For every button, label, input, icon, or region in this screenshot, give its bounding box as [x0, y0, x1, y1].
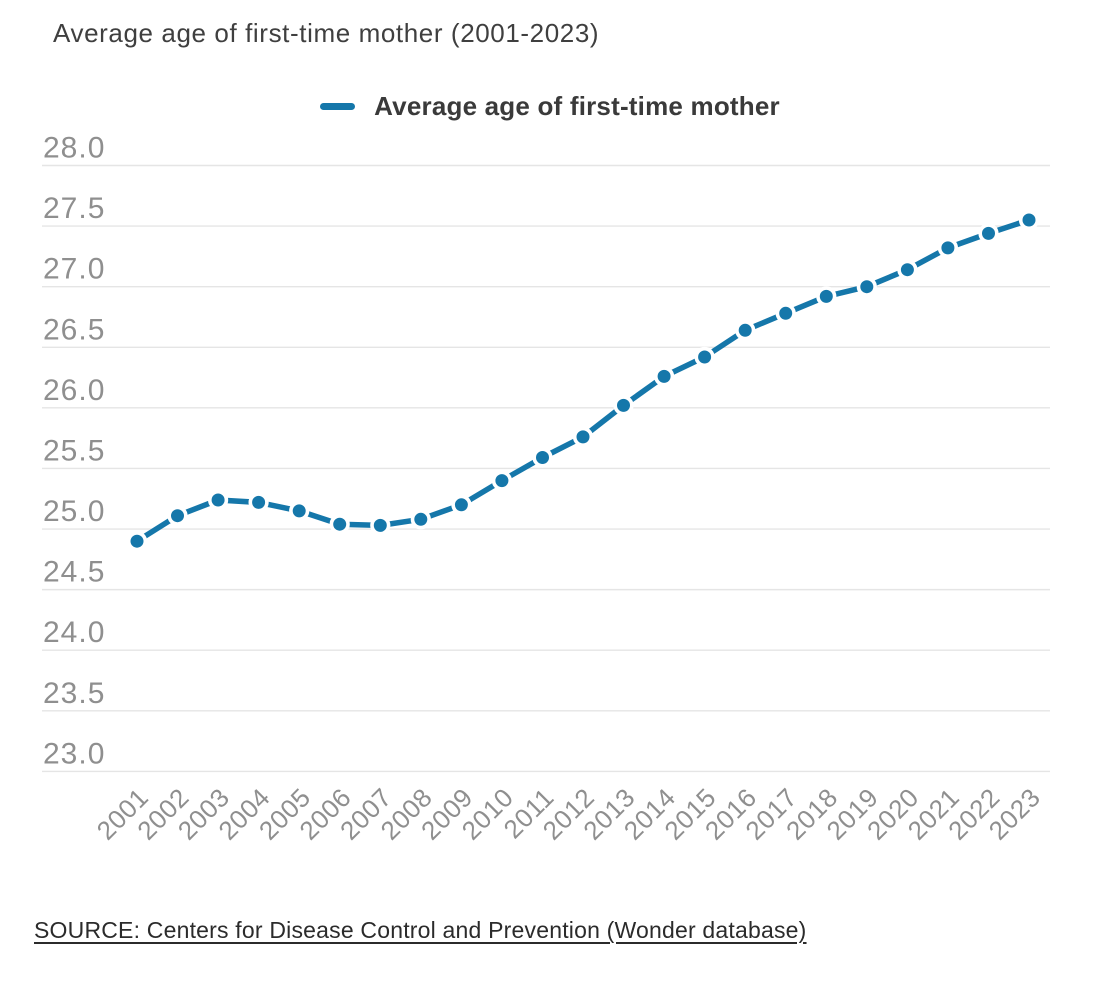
data-point-2018[interactable]: [816, 286, 837, 307]
data-point-2017[interactable]: [775, 303, 796, 324]
y-tick-label-23.5: 23.5: [43, 677, 105, 710]
y-tick-label-25.0: 25.0: [43, 495, 105, 528]
y-axis-tick-labels: 28.0 27.5 27.0 26.5 26.0 25.5 25.0 24.5 24.0 23.5…: [43, 132, 105, 771]
y-tick-label-27.0: 27.0: [43, 253, 105, 286]
legend-item-average-age[interactable]: Average age of first-time mother: [320, 91, 780, 122]
legend-item-label: Average age of first-time mother: [374, 91, 780, 121]
series-markers: [126, 209, 1040, 552]
x-axis-tick-labels: 2001200220032004200520062007200820092010…: [91, 782, 1047, 846]
data-point-2003[interactable]: [208, 489, 229, 511]
data-point-2014[interactable]: [653, 366, 675, 387]
chart-title: Average age of first-time mother (2001-2…: [53, 18, 600, 48]
data-point-2023[interactable]: [1018, 209, 1040, 231]
data-point-2011[interactable]: [532, 447, 553, 468]
series-line: [134, 217, 1032, 544]
y-tick-label-24.5: 24.5: [43, 556, 105, 589]
data-point-2013[interactable]: [613, 395, 634, 416]
data-point-2006[interactable]: [329, 514, 350, 535]
data-point-2010[interactable]: [491, 470, 513, 491]
y-tick-label-24.0: 24.0: [43, 616, 105, 649]
y-tick-label-28.0: 28.0: [43, 132, 105, 165]
source-link[interactable]: SOURCE: Centers for Disease Control and …: [34, 917, 807, 943]
y-tick-label-26.0: 26.0: [43, 374, 105, 407]
y-tick-label-23.0: 23.0: [43, 737, 105, 770]
data-point-2007[interactable]: [370, 515, 391, 536]
legend: Average age of first-time mother: [0, 91, 1100, 122]
data-point-2001[interactable]: [126, 531, 148, 552]
data-point-2012[interactable]: [572, 426, 594, 448]
data-point-2004[interactable]: [248, 492, 269, 513]
data-point-2016[interactable]: [735, 320, 756, 341]
y-tick-label-26.5: 26.5: [43, 313, 105, 346]
data-point-2021[interactable]: [937, 237, 959, 258]
y-tick-label-27.5: 27.5: [43, 192, 105, 225]
data-point-2022[interactable]: [978, 223, 999, 244]
y-tick-label-25.5: 25.5: [43, 434, 105, 467]
data-point-2019[interactable]: [856, 276, 877, 297]
data-point-2002[interactable]: [167, 505, 188, 526]
data-point-2020[interactable]: [897, 259, 918, 280]
gridlines: [42, 164, 1050, 773]
data-point-2005[interactable]: [289, 500, 310, 522]
legend-line-swatch-icon: [320, 103, 356, 110]
data-point-2008[interactable]: [410, 509, 431, 530]
data-point-2009[interactable]: [451, 494, 472, 515]
data-point-2015[interactable]: [694, 346, 715, 368]
